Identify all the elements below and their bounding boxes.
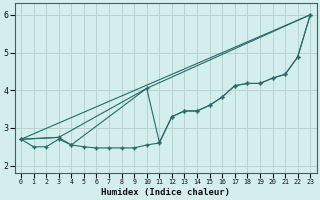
X-axis label: Humidex (Indice chaleur): Humidex (Indice chaleur) xyxy=(101,188,230,197)
